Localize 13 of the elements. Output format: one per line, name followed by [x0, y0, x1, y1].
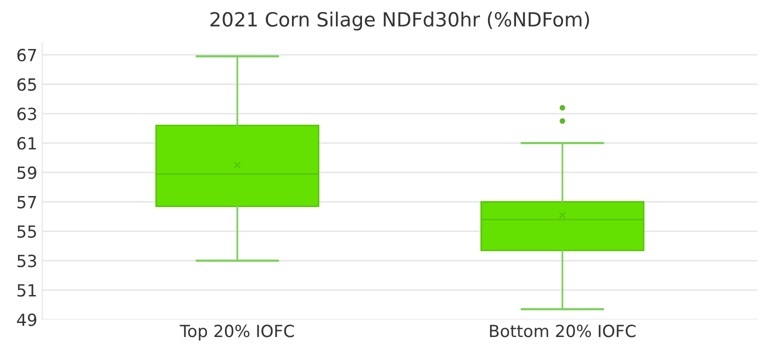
- x-tick-label: Bottom 20% IOFC: [490, 324, 636, 338]
- y-tick-label: 49: [17, 313, 36, 326]
- chart-title: 2021 Corn Silage NDFd30hr (%NDFom): [210, 12, 590, 30]
- y-tick-label: 59: [18, 166, 36, 180]
- y-tick-label: 57: [18, 196, 36, 208]
- y-tick-label: 55: [18, 225, 36, 238]
- y-tick-label: 61: [17, 137, 36, 150]
- y-tick-label: 67: [17, 48, 36, 62]
- x-tick-label: Top 20% IOFC: [180, 324, 294, 340]
- y-tick-label: 63: [17, 108, 36, 120]
- y-tick-label: 65: [17, 78, 36, 91]
- y-tick-label: 53: [18, 254, 36, 268]
- y-tick-label: 51: [18, 284, 36, 297]
